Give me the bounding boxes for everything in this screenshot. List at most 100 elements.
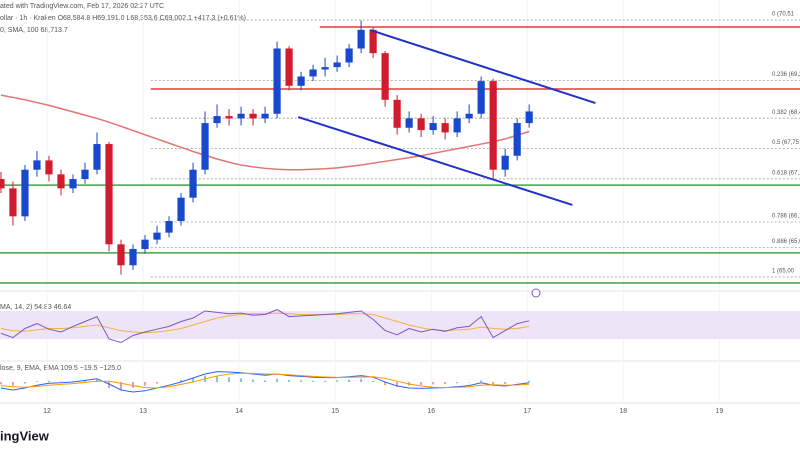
macd-hist <box>35 381 38 382</box>
candle-body <box>525 111 533 124</box>
candle-body <box>501 155 509 170</box>
macd-hist <box>312 380 315 382</box>
candle-body <box>165 220 173 233</box>
header-line: ated with TradingView.com, Feb 17, 2026 … <box>0 3 164 10</box>
x-tick-label: 14 <box>235 408 243 415</box>
x-tick-label: 15 <box>331 408 339 415</box>
macd-hist <box>480 380 483 382</box>
candle-body <box>213 116 221 124</box>
macd-hist <box>23 382 26 384</box>
candle-body <box>225 116 233 119</box>
macd-hist <box>336 380 339 382</box>
fib-label: 0.618 (67,10 <box>772 170 800 176</box>
macd-hist <box>276 378 279 382</box>
candle-body <box>237 113 245 119</box>
macd-hist <box>396 382 399 387</box>
candle-body <box>201 123 209 170</box>
candle-body <box>513 123 521 156</box>
macd-hist <box>216 376 219 382</box>
candle-body <box>249 113 257 119</box>
candle-body <box>93 144 101 170</box>
macd-hist <box>528 380 531 382</box>
macd-hist <box>11 382 14 386</box>
candle-body <box>177 197 185 221</box>
candle-body <box>69 179 77 189</box>
candle-body <box>309 69 317 77</box>
macd-hist <box>240 378 243 382</box>
macd-hist <box>456 382 459 384</box>
x-tick-label: 19 <box>715 408 723 415</box>
candle-body <box>117 244 125 266</box>
candle-body <box>369 29 377 54</box>
macd-hist <box>324 380 327 382</box>
macd-hist <box>180 380 183 382</box>
candle-body <box>33 160 41 170</box>
macd-hist <box>384 382 387 386</box>
signal-line <box>0 372 530 389</box>
candle-body <box>381 53 389 100</box>
candle-body <box>405 118 413 128</box>
macd-hist <box>300 380 303 382</box>
candle-body <box>81 169 89 180</box>
candle-body <box>45 160 53 175</box>
macd-hist <box>360 378 363 382</box>
trendline <box>369 29 596 104</box>
macd-label: lose, 9, EMA, EMA 109.5 −19.5 −125.0 <box>0 365 121 372</box>
alert-icon[interactable] <box>531 288 541 298</box>
candle-body <box>189 169 197 198</box>
header-line: ollar · 1h · Kraken O68,584.8 H69,191.0 … <box>0 15 246 22</box>
candle-body <box>9 188 17 217</box>
candle-body <box>489 81 497 170</box>
fib-label: 0.382 (68,40 <box>772 110 800 116</box>
macd-hist <box>0 382 2 385</box>
rsi-label: MA, 14, 2) 54.83 46.64 <box>0 304 71 311</box>
rsi-line <box>0 309 530 344</box>
candle-body <box>345 48 353 63</box>
macd-hist <box>120 382 123 390</box>
macd-hist <box>264 380 267 382</box>
macd-hist <box>108 382 111 388</box>
candle-body <box>357 29 365 49</box>
macd-hist <box>83 380 86 382</box>
candle-body <box>297 76 305 86</box>
macd-hist <box>348 379 351 382</box>
candle-body <box>285 48 293 86</box>
candle-body <box>453 118 461 133</box>
x-tick-label: 12 <box>43 408 51 415</box>
macd-hist <box>288 380 291 382</box>
x-tick-label: 18 <box>619 408 627 415</box>
candle-body <box>333 62 341 68</box>
candle-body <box>141 239 149 249</box>
macd-hist <box>420 382 423 386</box>
macd-hist <box>504 382 507 384</box>
candle-body <box>0 179 5 189</box>
logo: ingView <box>0 428 50 443</box>
candle-body <box>393 99 401 128</box>
fib-label: 0.886 (65,62 <box>772 239 800 245</box>
fib-label: 0 (70,51 <box>772 12 795 18</box>
candle-body <box>477 81 485 114</box>
macd-hist <box>144 382 147 386</box>
fib-label: 0.236 (69,21 <box>772 72 800 78</box>
macd-hist <box>132 382 135 388</box>
candle-body <box>261 113 269 119</box>
rsi-band <box>0 311 800 339</box>
candle-body <box>465 113 473 119</box>
x-tick-label: 16 <box>427 408 435 415</box>
candle-body <box>321 67 329 70</box>
macd-hist <box>156 382 159 384</box>
x-tick-label: 17 <box>523 408 531 415</box>
candle-body <box>105 144 113 245</box>
candle-body <box>417 118 425 131</box>
macd-hist <box>192 377 195 382</box>
macd-hist <box>228 377 231 382</box>
macd-hist <box>252 379 255 382</box>
candle-body <box>153 232 161 240</box>
candle-body <box>429 123 437 131</box>
candle-body <box>129 248 137 266</box>
trendline <box>297 116 573 206</box>
x-tick-label: 13 <box>139 408 147 415</box>
candle-body <box>273 48 281 114</box>
macd-hist <box>432 382 435 385</box>
